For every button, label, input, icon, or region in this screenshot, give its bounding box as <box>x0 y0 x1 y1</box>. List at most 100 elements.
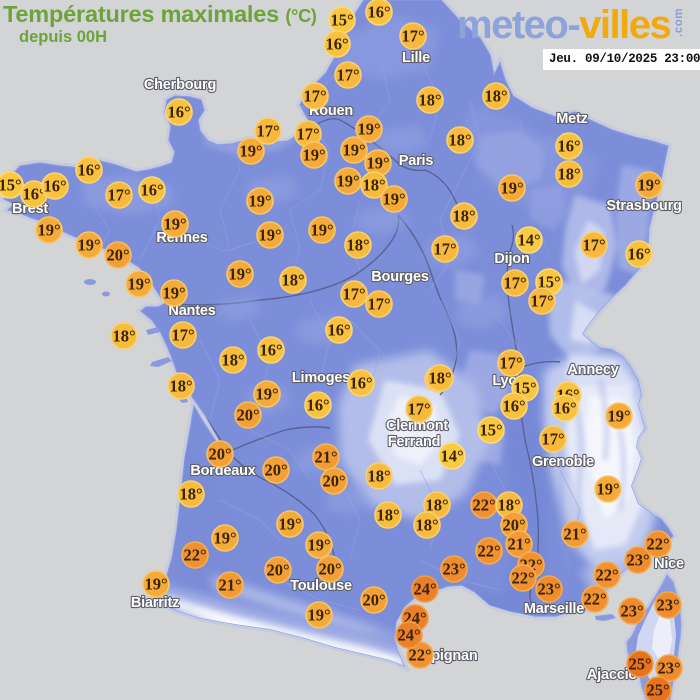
svg-text:18°: 18° <box>112 326 135 345</box>
svg-text:Clermont: Clermont <box>386 418 448 434</box>
svg-text:19°: 19° <box>366 153 389 172</box>
svg-text:16°: 16° <box>627 244 650 263</box>
svg-text:17°: 17° <box>582 235 605 254</box>
svg-text:23°: 23° <box>656 595 679 614</box>
svg-text:22°: 22° <box>511 568 534 587</box>
svg-text:Metz: Metz <box>556 111 587 127</box>
svg-text:21°: 21° <box>218 575 241 594</box>
svg-text:19°: 19° <box>278 514 301 533</box>
svg-text:Paris: Paris <box>399 153 434 169</box>
svg-text:16°: 16° <box>77 160 100 179</box>
svg-text:15°: 15° <box>513 378 536 397</box>
svg-text:25°: 25° <box>646 680 669 699</box>
svg-text:23°: 23° <box>657 658 680 677</box>
svg-text:19°: 19° <box>596 479 619 498</box>
svg-text:24°: 24° <box>397 625 420 644</box>
svg-text:Marseille: Marseille <box>524 601 584 617</box>
svg-text:16°: 16° <box>306 395 329 414</box>
svg-text:19°: 19° <box>302 145 325 164</box>
svg-text:17°: 17° <box>336 65 359 84</box>
svg-text:17°: 17° <box>171 325 194 344</box>
svg-text:Biarritz: Biarritz <box>131 595 179 611</box>
svg-text:Nantes: Nantes <box>168 303 215 319</box>
svg-text:20°: 20° <box>264 460 287 479</box>
svg-text:25°: 25° <box>628 654 651 673</box>
svg-text:19°: 19° <box>258 225 281 244</box>
svg-text:22°: 22° <box>595 565 618 584</box>
svg-text:19°: 19° <box>127 274 150 293</box>
svg-text:19°: 19° <box>37 220 60 239</box>
svg-text:19°: 19° <box>336 171 359 190</box>
svg-text:16°: 16° <box>502 396 525 415</box>
svg-text:17°: 17° <box>342 284 365 303</box>
svg-text:16°: 16° <box>259 340 282 359</box>
svg-text:17°: 17° <box>367 294 390 313</box>
svg-text:19°: 19° <box>307 605 330 624</box>
svg-text:18°: 18° <box>418 90 441 109</box>
svg-text:22°: 22° <box>646 534 669 553</box>
svg-text:21°: 21° <box>314 447 337 466</box>
svg-text:20°: 20° <box>322 471 345 490</box>
svg-text:Grenoble: Grenoble <box>532 454 594 470</box>
svg-text:16°: 16° <box>140 180 163 199</box>
svg-text:17°: 17° <box>530 291 553 310</box>
svg-text:17°: 17° <box>541 429 564 448</box>
svg-text:19°: 19° <box>255 384 278 403</box>
svg-text:20°: 20° <box>106 245 129 264</box>
svg-text:19°: 19° <box>162 283 185 302</box>
svg-text:16°: 16° <box>43 176 66 195</box>
svg-text:18°: 18° <box>346 235 369 254</box>
svg-text:22°: 22° <box>477 541 500 560</box>
svg-text:18°: 18° <box>428 368 451 387</box>
svg-text:18°: 18° <box>452 206 475 225</box>
svg-text:18°: 18° <box>281 270 304 289</box>
svg-text:19°: 19° <box>228 264 251 283</box>
svg-text:16°: 16° <box>167 102 190 121</box>
svg-text:17°: 17° <box>296 124 319 143</box>
svg-text:23°: 23° <box>620 601 643 620</box>
svg-text:16°: 16° <box>327 320 350 339</box>
svg-text:22°: 22° <box>408 645 431 664</box>
svg-text:19°: 19° <box>500 178 523 197</box>
svg-text:14°: 14° <box>517 230 540 249</box>
svg-text:18°: 18° <box>179 484 202 503</box>
svg-text:22°: 22° <box>183 545 206 564</box>
svg-text:19°: 19° <box>248 191 271 210</box>
svg-text:18°: 18° <box>497 495 520 514</box>
svg-text:15°: 15° <box>537 272 560 291</box>
svg-text:18°: 18° <box>362 175 385 194</box>
svg-text:20°: 20° <box>266 560 289 579</box>
svg-text:Bordeaux: Bordeaux <box>190 463 255 479</box>
svg-text:16°: 16° <box>349 373 372 392</box>
svg-text:19°: 19° <box>357 119 380 138</box>
svg-text:19°: 19° <box>607 406 630 425</box>
svg-text:Limoges: Limoges <box>292 370 350 386</box>
svg-text:Bourges: Bourges <box>371 269 429 285</box>
svg-text:18°: 18° <box>415 515 438 534</box>
svg-text:19°: 19° <box>382 189 405 208</box>
svg-text:17°: 17° <box>499 353 522 372</box>
svg-text:18°: 18° <box>557 164 580 183</box>
svg-text:18°: 18° <box>221 350 244 369</box>
svg-text:17°: 17° <box>256 121 279 140</box>
svg-text:15°: 15° <box>479 420 502 439</box>
svg-text:17°: 17° <box>401 26 424 45</box>
svg-text:24°: 24° <box>413 579 436 598</box>
svg-text:15°: 15° <box>0 175 22 194</box>
svg-text:18°: 18° <box>448 130 471 149</box>
svg-text:Cherbourg: Cherbourg <box>144 77 216 93</box>
svg-text:17°: 17° <box>107 185 130 204</box>
svg-text:15°: 15° <box>330 10 353 29</box>
svg-text:22°: 22° <box>583 589 606 608</box>
svg-text:23°: 23° <box>442 559 465 578</box>
svg-text:Toulouse: Toulouse <box>290 578 352 594</box>
svg-text:18°: 18° <box>376 505 399 524</box>
svg-text:19°: 19° <box>239 141 262 160</box>
svg-text:19°: 19° <box>307 535 330 554</box>
svg-text:Ferrand: Ferrand <box>388 434 441 450</box>
svg-text:18°: 18° <box>484 86 507 105</box>
svg-text:17°: 17° <box>407 399 430 418</box>
svg-text:19°: 19° <box>77 235 100 254</box>
svg-text:20°: 20° <box>502 515 525 534</box>
svg-text:17°: 17° <box>433 239 456 258</box>
